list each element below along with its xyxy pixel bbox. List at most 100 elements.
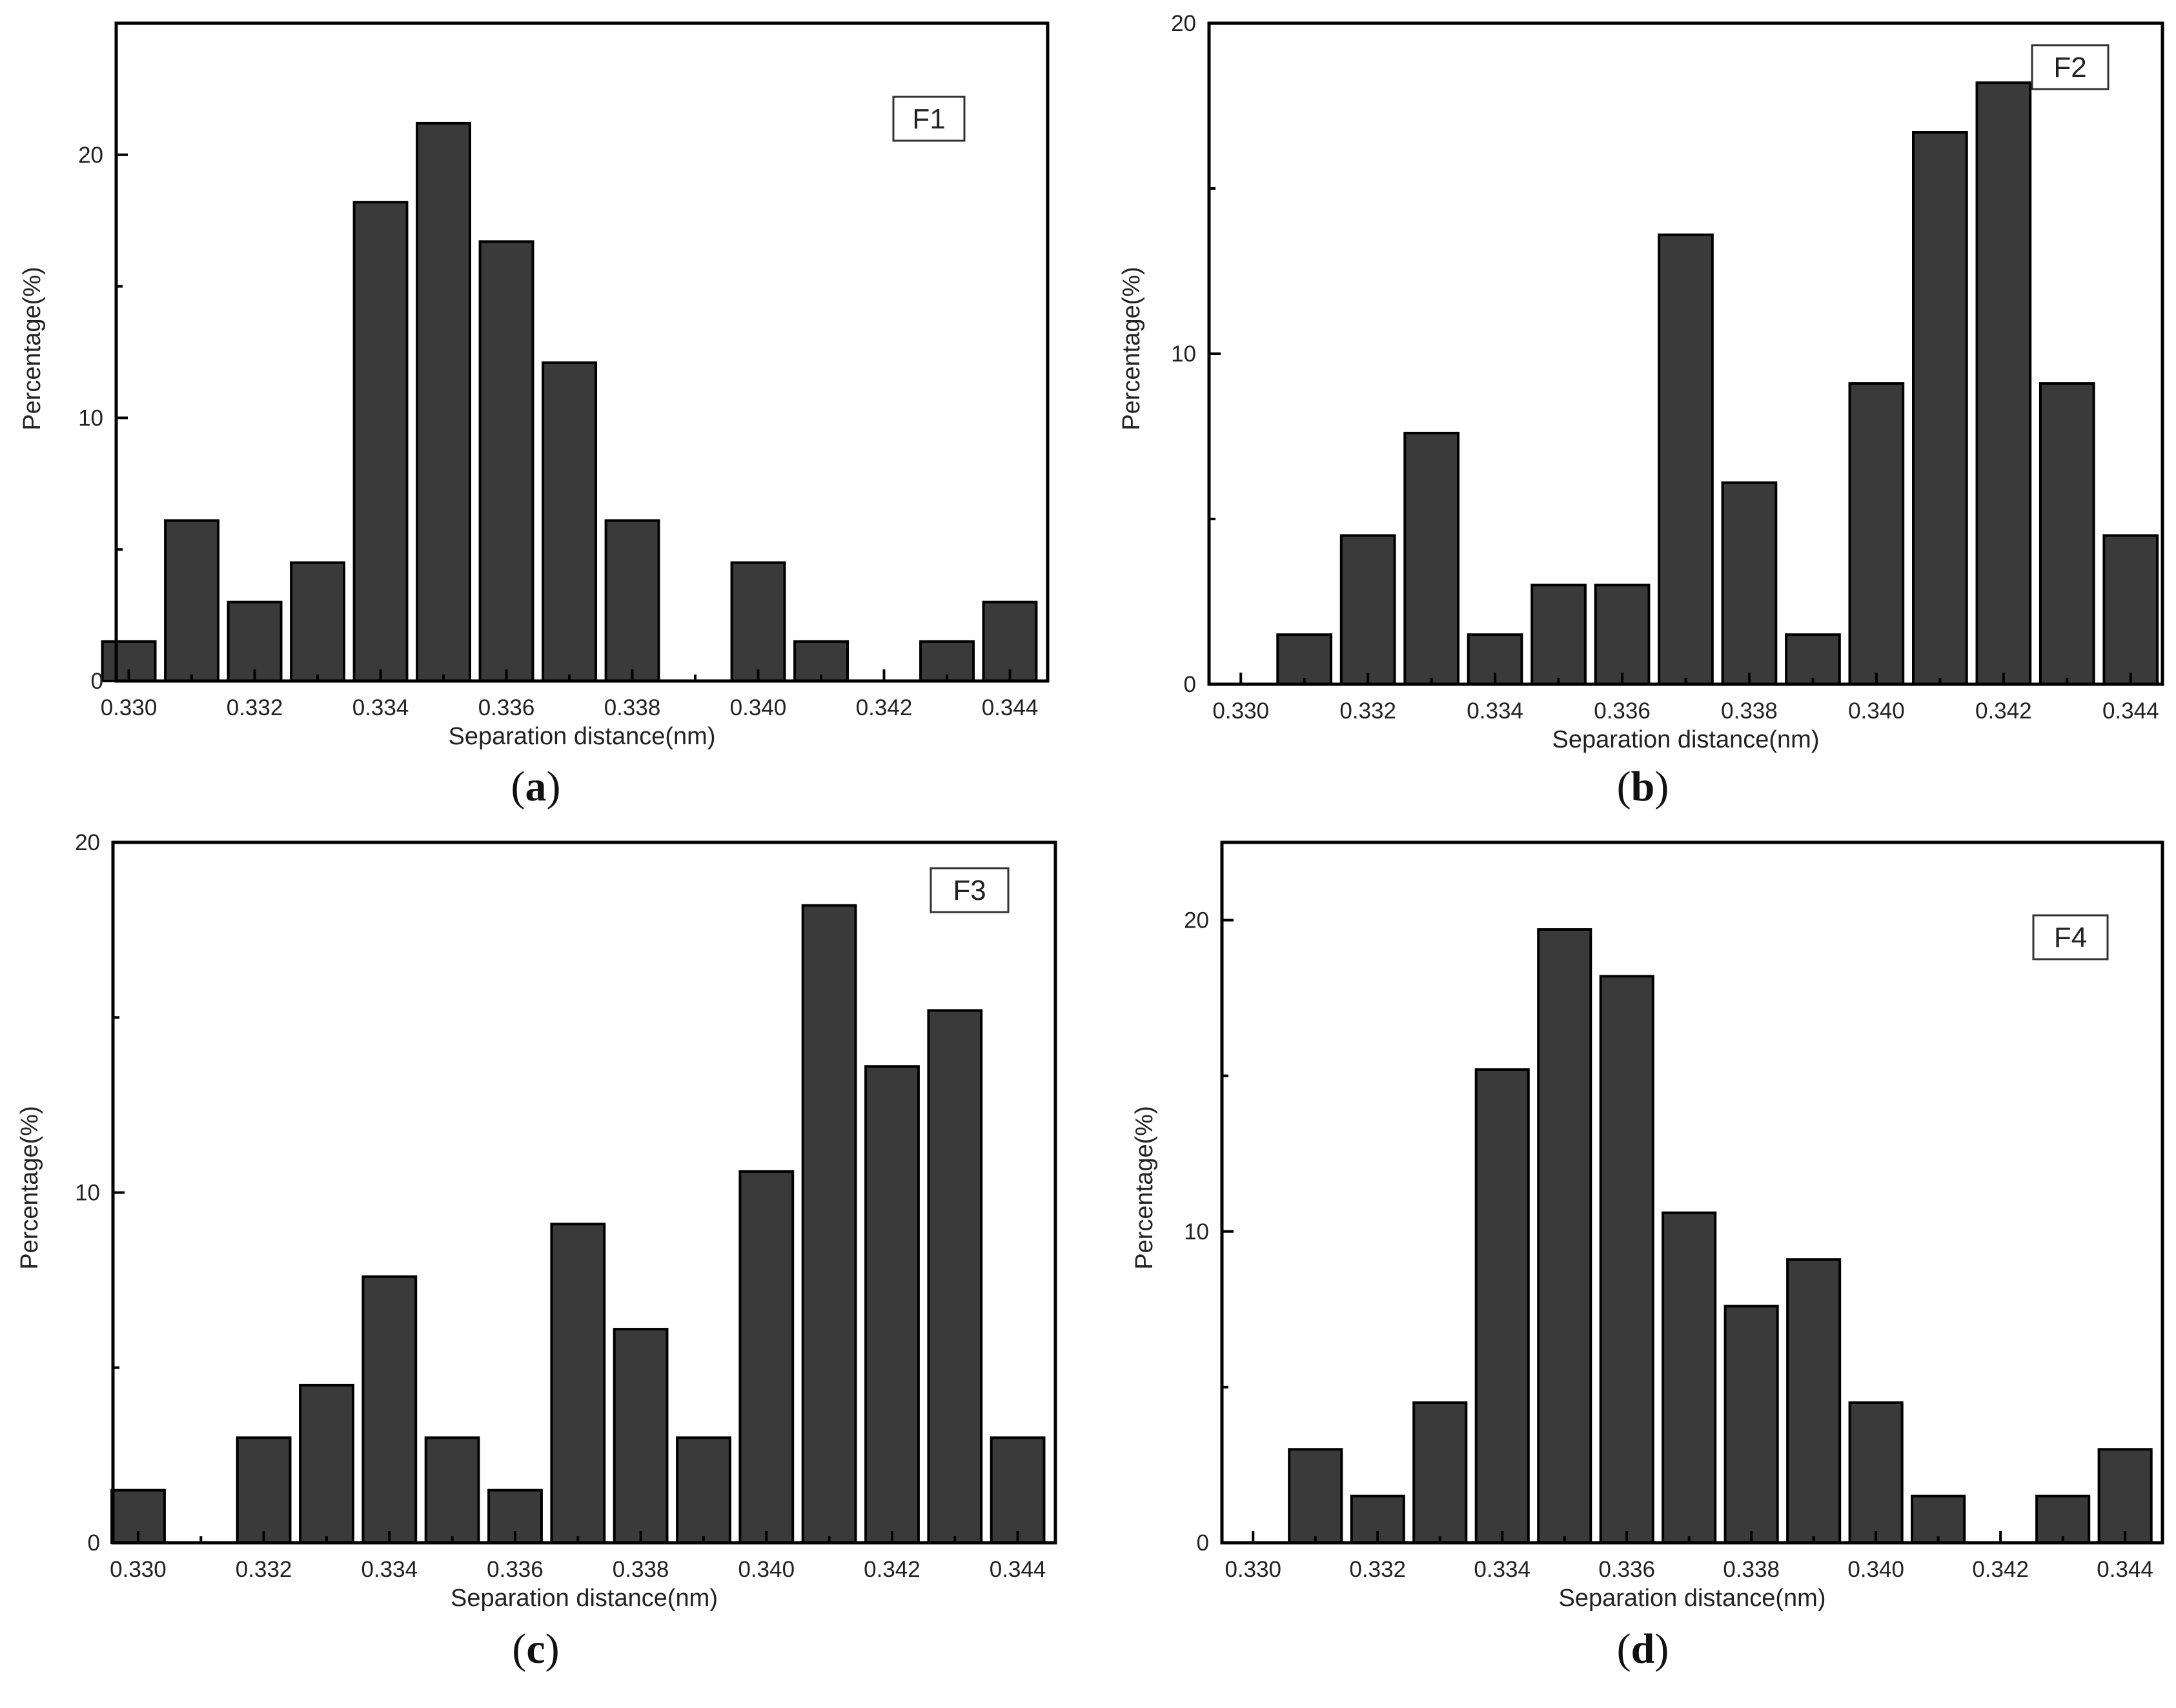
panel-label-close: ) bbox=[1654, 763, 1669, 810]
y-tick-label: 20 bbox=[78, 143, 103, 168]
bar bbox=[1474, 1068, 1530, 1544]
bar bbox=[1975, 81, 2032, 686]
x-tick-label: 0.338 bbox=[613, 1557, 669, 1582]
bar bbox=[416, 121, 471, 682]
x-tick-label: 0.338 bbox=[1723, 1557, 1780, 1582]
x-tick-label: 0.344 bbox=[982, 695, 1039, 720]
x-tick-label: 0.340 bbox=[730, 695, 787, 720]
y-axis-title: Percentage(%) bbox=[19, 267, 46, 430]
bar bbox=[542, 361, 597, 682]
panel-label-open: ( bbox=[1617, 763, 1631, 810]
bar bbox=[227, 600, 283, 683]
y-tick-label: 10 bbox=[75, 1181, 100, 1206]
panel-label: (c) bbox=[512, 1625, 559, 1672]
bar bbox=[1786, 1258, 1842, 1544]
panel-label: (b) bbox=[1617, 763, 1669, 810]
bar bbox=[1721, 481, 1778, 686]
bar bbox=[730, 561, 786, 682]
y-axis-title: Percentage(%) bbox=[16, 1106, 43, 1269]
bar bbox=[290, 561, 346, 682]
bar bbox=[1911, 1494, 1966, 1544]
bar bbox=[550, 1223, 606, 1545]
bar bbox=[1537, 928, 1592, 1544]
bar bbox=[2102, 534, 2159, 686]
panel-label-letter: d bbox=[1631, 1625, 1655, 1672]
x-tick-label: 0.342 bbox=[864, 1557, 920, 1582]
bar bbox=[1724, 1305, 1779, 1544]
panel-label: (d) bbox=[1617, 1625, 1669, 1672]
bar bbox=[1530, 584, 1587, 686]
x-axis-title: Separation distance(nm) bbox=[1552, 726, 1820, 753]
bar bbox=[1467, 633, 1523, 686]
panel-label-letter: b bbox=[1631, 763, 1655, 810]
bar bbox=[236, 1436, 292, 1545]
y-tick-label: 20 bbox=[1184, 908, 1209, 933]
panel-label-open: ( bbox=[512, 1625, 526, 1672]
x-tick-label: 0.330 bbox=[101, 695, 158, 720]
legend-box bbox=[2032, 914, 2109, 961]
bar bbox=[1658, 233, 1714, 686]
bar bbox=[424, 1436, 480, 1545]
bar bbox=[1785, 633, 1841, 686]
x-tick-label: 0.334 bbox=[1474, 1557, 1530, 1582]
x-tick-label: 0.342 bbox=[1975, 698, 2032, 724]
x-tick-label: 0.336 bbox=[487, 1557, 544, 1582]
panel-label-open: ( bbox=[1617, 1625, 1631, 1672]
bar bbox=[982, 600, 1038, 683]
x-axis-title: Separation distance(nm) bbox=[451, 1585, 718, 1612]
panel-label-close: ) bbox=[545, 1625, 560, 1672]
x-tick-label: 0.334 bbox=[352, 695, 409, 720]
x-tick-label: 0.342 bbox=[1972, 1557, 2029, 1582]
x-tick-label: 0.338 bbox=[1721, 698, 1778, 724]
bar bbox=[1276, 633, 1333, 686]
bar bbox=[864, 1065, 920, 1544]
bar bbox=[676, 1436, 731, 1545]
y-axis-title: Percentage(%) bbox=[1118, 267, 1145, 430]
legend-box bbox=[892, 96, 966, 142]
bar bbox=[604, 519, 660, 683]
bar bbox=[2039, 382, 2095, 686]
x-tick-label: 0.340 bbox=[738, 1557, 795, 1582]
bar bbox=[738, 1170, 795, 1544]
x-tick-label: 0.336 bbox=[1598, 1557, 1655, 1582]
bar bbox=[164, 519, 220, 683]
legend-box bbox=[2031, 44, 2110, 90]
y-tick-label: 20 bbox=[1171, 11, 1196, 36]
x-tick-label: 0.340 bbox=[1847, 1557, 1904, 1582]
bar bbox=[1339, 534, 1396, 686]
x-tick-label: 0.336 bbox=[478, 695, 535, 720]
bar bbox=[299, 1383, 354, 1544]
bar bbox=[2035, 1494, 2091, 1544]
bar bbox=[2097, 1448, 2153, 1545]
panel-label-close: ) bbox=[1654, 1625, 1669, 1672]
bar bbox=[990, 1436, 1046, 1545]
x-tick-label: 0.334 bbox=[361, 1557, 418, 1582]
bar bbox=[1412, 1401, 1468, 1544]
bar bbox=[801, 904, 857, 1544]
y-tick-label: 0 bbox=[1197, 1530, 1209, 1556]
panel-a: 0.330 0.332 0.334 0.336 0.338 0.340 0.342 0.344… bbox=[19, 21, 1050, 810]
x-tick-label: 0.332 bbox=[227, 695, 283, 720]
y-tick-label: 0 bbox=[1184, 672, 1196, 697]
y-tick-label: 0 bbox=[88, 1530, 100, 1556]
y-tick-label: 0 bbox=[91, 669, 103, 694]
legend-box bbox=[930, 867, 1010, 913]
y-tick-label: 10 bbox=[78, 405, 103, 431]
bar bbox=[613, 1328, 669, 1545]
panel-c: 0.330 0.332 0.334 0.336 0.338 0.340 0.342 0.344… bbox=[16, 830, 1057, 1672]
bar bbox=[1599, 975, 1654, 1544]
x-tick-label: 0.330 bbox=[110, 1557, 167, 1582]
plot-frame bbox=[114, 21, 1050, 683]
y-tick-label: 10 bbox=[1184, 1219, 1209, 1245]
panel-label-letter: c bbox=[526, 1625, 545, 1672]
x-tick-label: 0.334 bbox=[1467, 698, 1523, 724]
x-tick-label: 0.336 bbox=[1594, 698, 1651, 724]
bar bbox=[1662, 1211, 1717, 1545]
bar bbox=[1848, 1401, 1904, 1544]
x-tick-label: 0.330 bbox=[1212, 698, 1269, 724]
legend-label: F4 bbox=[2054, 922, 2087, 953]
y-axis-title: Percentage(%) bbox=[1131, 1106, 1158, 1269]
panel-d: 0.330 0.332 0.334 0.336 0.338 0.340 0.342 0.344… bbox=[1131, 840, 2164, 1672]
bar bbox=[1288, 1448, 1343, 1545]
bar bbox=[361, 1275, 418, 1544]
